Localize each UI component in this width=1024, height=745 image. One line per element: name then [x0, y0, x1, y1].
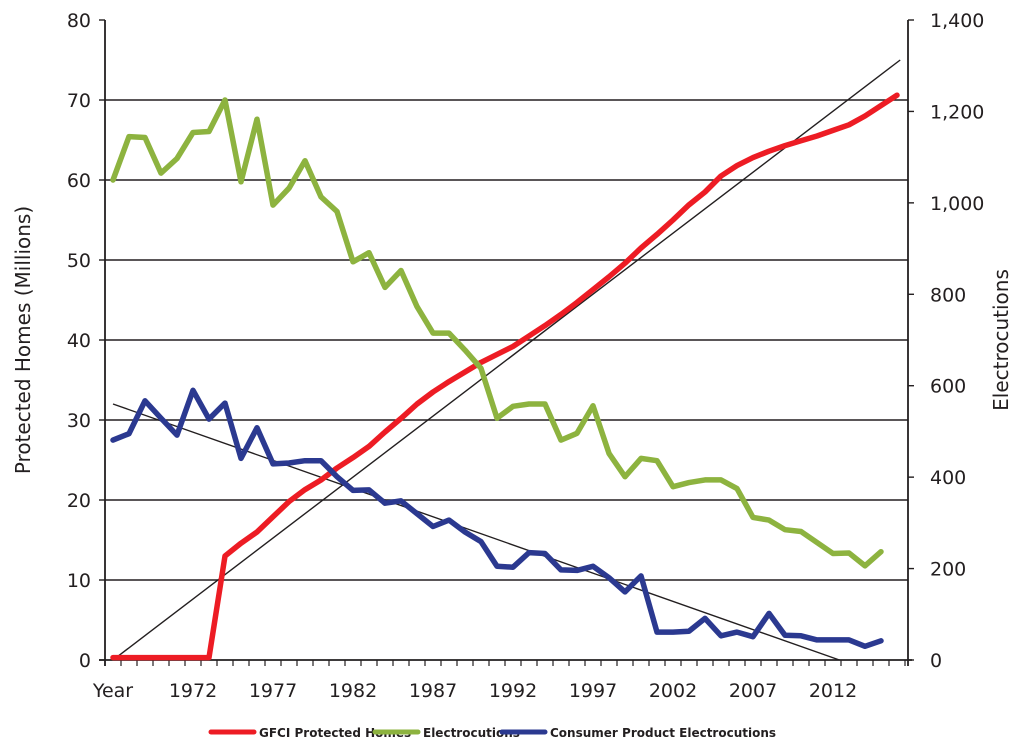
gridlines	[105, 99, 908, 581]
legend: GFCI Protected Homes Electrocutions Consum…	[208, 726, 776, 740]
legend-label: GFCI Protected Homes	[259, 726, 411, 740]
trendlines	[112, 59, 901, 661]
left-tick-label: 70	[67, 90, 91, 112]
left-tick-label: 0	[79, 650, 91, 672]
series-line-electrocutions	[110, 97, 884, 569]
legend-item: Consumer Product Electrocutions	[499, 726, 776, 740]
left-tick-label: 40	[67, 330, 91, 352]
right-tick-label: 1,400	[930, 10, 984, 32]
right-tick-label: 0	[930, 650, 942, 672]
trendline-gfci-protected-homes	[112, 59, 901, 661]
series-line-gfci-protected-homes	[110, 92, 900, 661]
legend-item: Electrocutions	[372, 726, 520, 740]
x-tick-label: 1982	[329, 680, 377, 702]
right-tick-label: 400	[930, 467, 966, 489]
x-tick-label: 1987	[409, 680, 457, 702]
axes	[99, 19, 914, 666]
left-axis-title: Protected Homes (Millions)	[11, 206, 35, 474]
legend-item: GFCI Protected Homes	[208, 726, 411, 740]
left-tick-label: 10	[67, 570, 91, 592]
series-lines	[110, 92, 900, 661]
right-tick-label: 1,200	[930, 101, 984, 123]
series-line-consumer-product-electrocutions	[110, 387, 884, 650]
right-tick-label: 200	[930, 559, 966, 581]
right-tick-label: 600	[930, 376, 966, 398]
x-tick-label: 1997	[569, 680, 617, 702]
tick-labels: 0102030405060708002004006008001,0001,200…	[67, 10, 985, 702]
legend-label: Electrocutions	[423, 726, 520, 740]
left-tick-label: 50	[67, 250, 91, 272]
x-tick-label: 2002	[649, 680, 697, 702]
x-tick-label: 1972	[169, 680, 217, 702]
legend-label: Consumer Product Electrocutions	[550, 726, 776, 740]
x-tick-label: 1977	[249, 680, 297, 702]
right-axis-title: Electrocutions	[989, 269, 1013, 411]
left-tick-label: 80	[67, 10, 91, 32]
right-tick-label: 800	[930, 284, 966, 306]
right-tick-label: 1,000	[930, 193, 984, 215]
left-tick-label: 60	[67, 170, 91, 192]
x-tick-label: 2012	[809, 680, 857, 702]
x-tick-label: 2007	[729, 680, 777, 702]
x-tick-label: Year	[92, 680, 133, 702]
trendline-consumer-product-electrocutions	[112, 403, 840, 661]
left-tick-label: 20	[67, 490, 91, 512]
left-tick-label: 30	[67, 410, 91, 432]
x-tick-label: 1992	[489, 680, 537, 702]
